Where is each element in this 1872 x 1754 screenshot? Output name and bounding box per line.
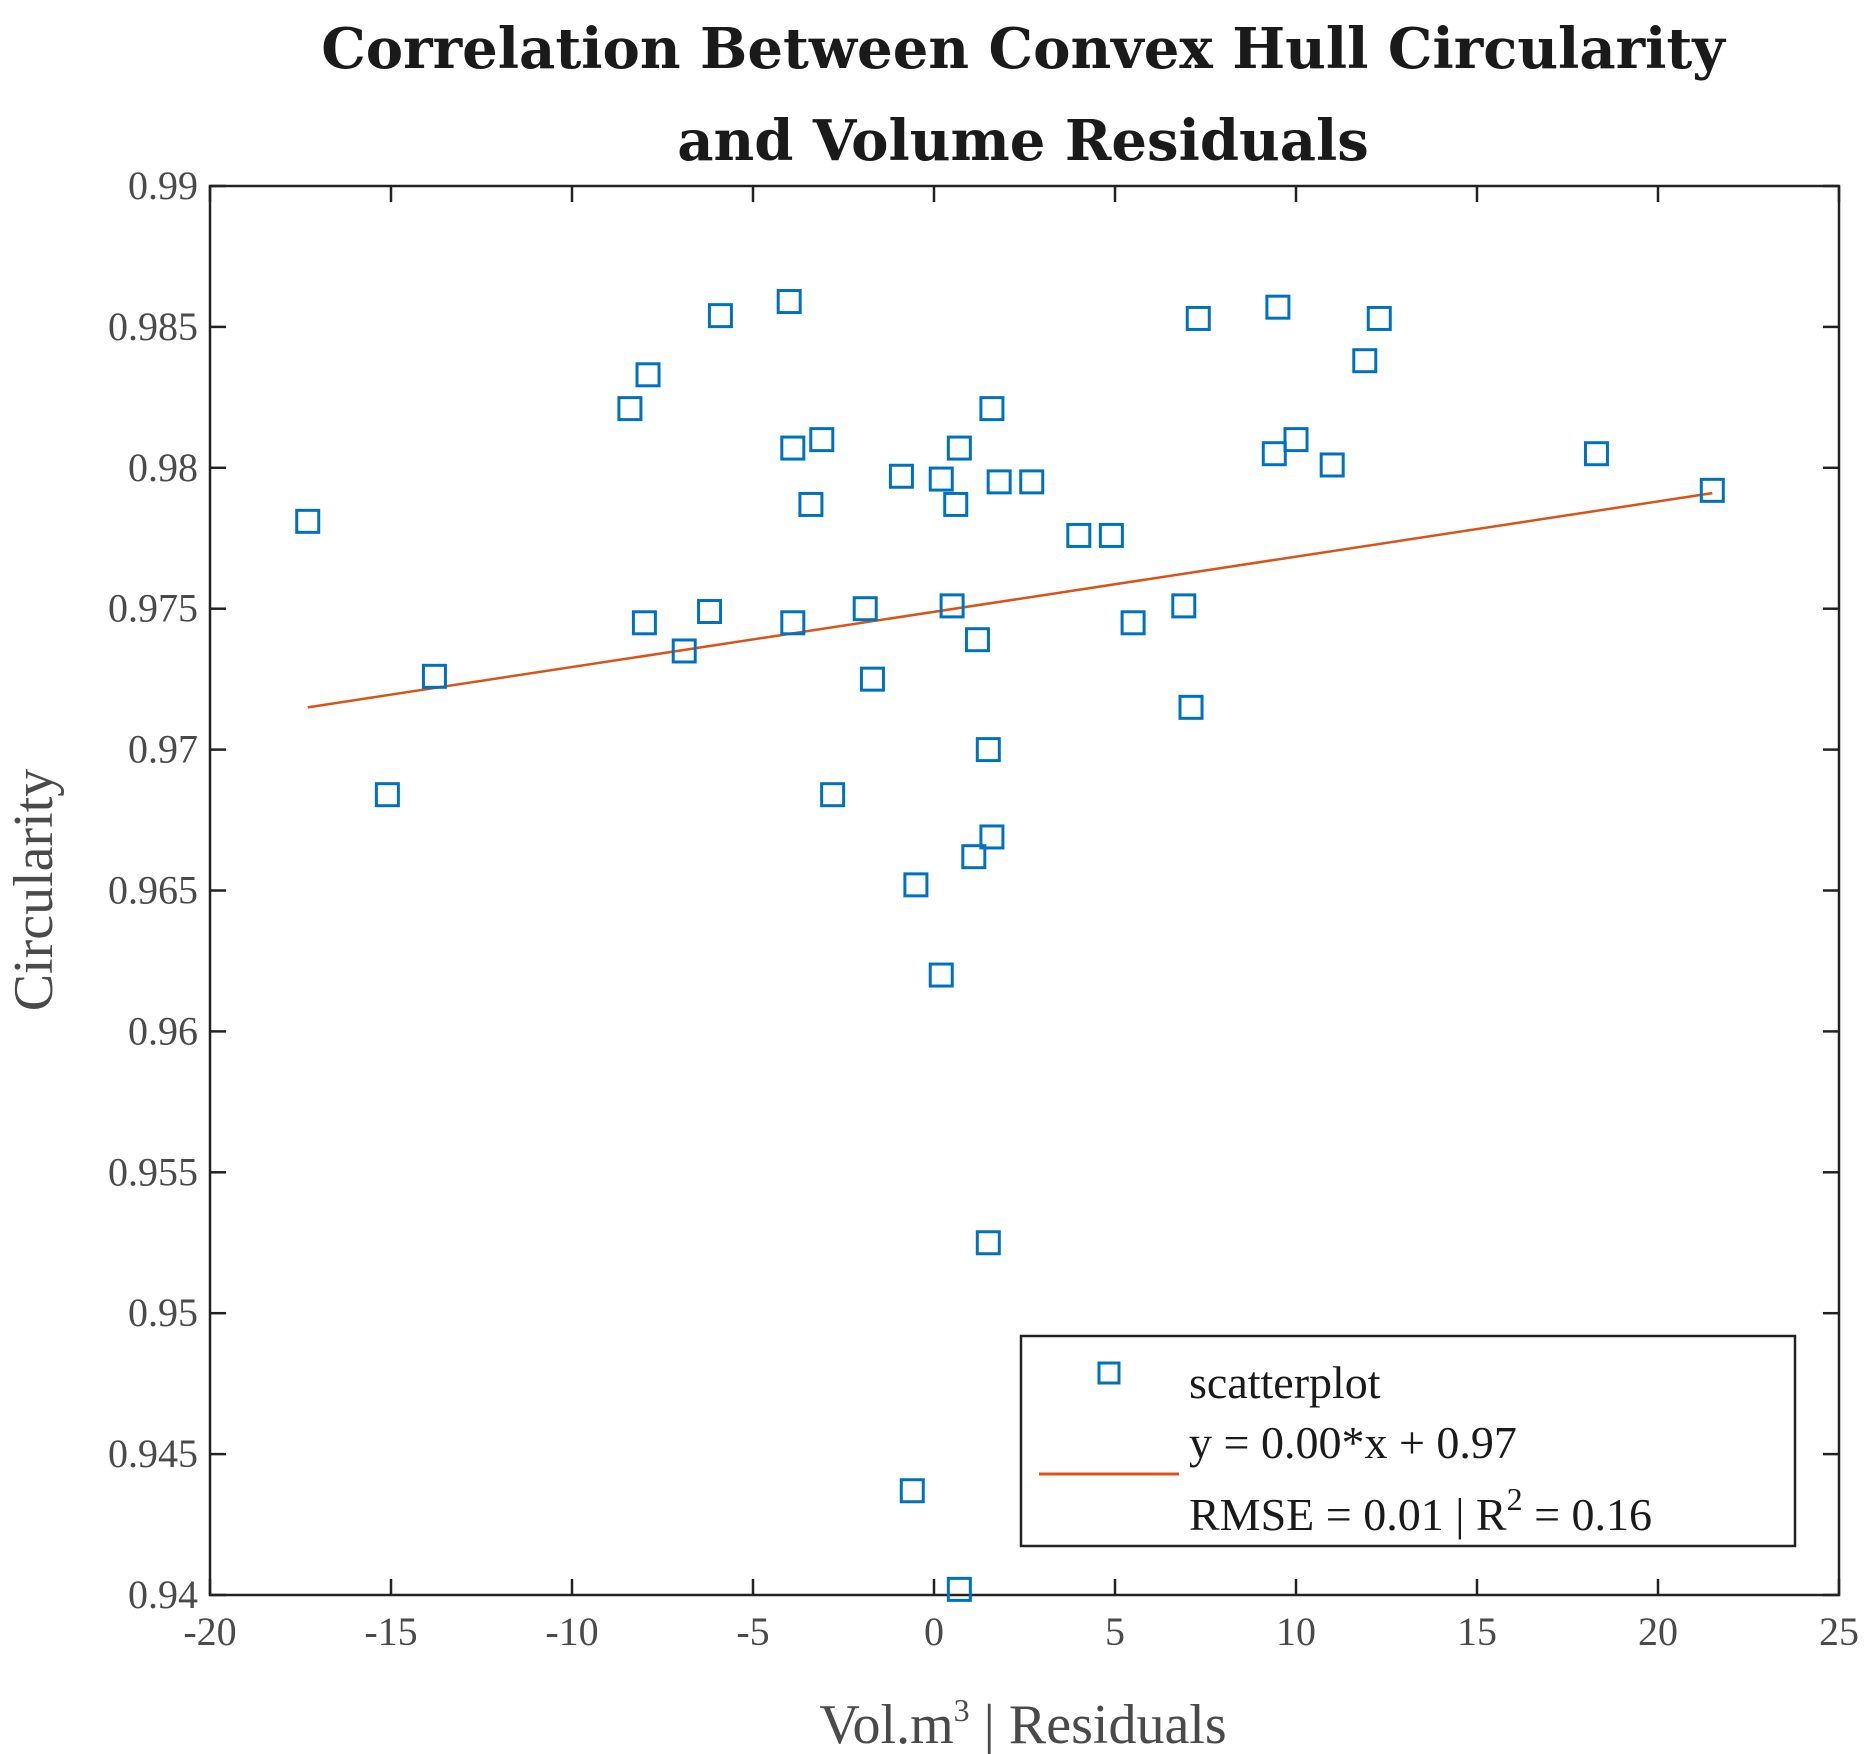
scatter-point bbox=[707, 303, 733, 329]
x-tick-label: 25 bbox=[1819, 1609, 1859, 1654]
legend-label-fit: y = 0.00*x + 0.97 bbox=[1189, 1417, 1517, 1468]
y-axis: 0.94 0.945 0.95 0.955 0.96 0.965 0.97 0.975 0.98… bbox=[108, 163, 1839, 1617]
scatter-point bbox=[1583, 441, 1609, 467]
y-tick-label: 0.955 bbox=[108, 1149, 198, 1194]
scatter-point bbox=[979, 396, 1005, 422]
fit-line-group bbox=[307, 491, 1713, 709]
chart-title-line-2: and Volume Residuals bbox=[677, 108, 1369, 174]
scatter-point bbox=[1120, 610, 1146, 636]
x-tick-label: 0 bbox=[924, 1609, 944, 1654]
scatter-point bbox=[1319, 452, 1345, 478]
scatter-point bbox=[671, 638, 697, 664]
scatter-point bbox=[1261, 441, 1287, 467]
chart-title-line-1: Correlation Between Convex Hull Circular… bbox=[321, 16, 1726, 82]
scatter-point bbox=[1283, 427, 1309, 453]
scatter-point bbox=[975, 737, 1001, 763]
y-tick-label: 0.975 bbox=[108, 586, 198, 631]
legend-label-scatterplot: scatterplot bbox=[1189, 1357, 1381, 1408]
scatter-point bbox=[928, 962, 954, 988]
scatter-point bbox=[1352, 348, 1378, 374]
fit-line bbox=[307, 491, 1713, 709]
scatter-point bbox=[943, 491, 969, 517]
scatter-point bbox=[617, 396, 643, 422]
x-tick-label: 10 bbox=[1276, 1609, 1316, 1654]
x-tick-label: -15 bbox=[364, 1609, 417, 1654]
scatter-point bbox=[939, 593, 965, 619]
scatter-point bbox=[1366, 305, 1392, 331]
y-axis-label: Circularity bbox=[3, 769, 65, 1012]
scatter-point bbox=[780, 435, 806, 461]
x-axis-label-main: Vol.m bbox=[819, 1694, 953, 1754]
scatter-point bbox=[631, 610, 657, 636]
scatter-point bbox=[1178, 694, 1204, 720]
x-axis-label-rest: | Residuals bbox=[970, 1694, 1227, 1754]
x-axis: -20 -15 -10 -5 0 5 10 15 20 25 bbox=[183, 186, 1859, 1654]
x-tick-label: -20 bbox=[183, 1609, 236, 1654]
scatter-point bbox=[776, 289, 802, 315]
scatter-point bbox=[697, 599, 723, 625]
x-tick-label: -10 bbox=[545, 1609, 598, 1654]
legend-stats-sup: 2 bbox=[1507, 1481, 1523, 1517]
scatter-point bbox=[1019, 469, 1045, 495]
x-axis-label-sup: 3 bbox=[954, 1692, 970, 1728]
legend: scatterplot y = 0.00*x + 0.97 RMSE = 0.0… bbox=[1019, 1334, 1797, 1548]
scatter-point bbox=[903, 872, 929, 898]
scatter-point bbox=[986, 469, 1012, 495]
y-tick-label: 0.965 bbox=[108, 868, 198, 913]
y-tick-label: 0.985 bbox=[108, 304, 198, 349]
scatter-points bbox=[295, 289, 1725, 1602]
scatter-point bbox=[820, 782, 846, 808]
scatter-point bbox=[961, 844, 987, 870]
y-tick-label: 0.94 bbox=[128, 1572, 198, 1617]
scatter-point bbox=[798, 491, 824, 517]
scatter-point bbox=[946, 435, 972, 461]
scatter-point bbox=[928, 466, 954, 492]
scatter-point bbox=[852, 596, 878, 622]
legend-box bbox=[1019, 1334, 1797, 1548]
scatter-point bbox=[809, 427, 835, 453]
scatter-point bbox=[975, 1230, 1001, 1256]
legend-stats-suffix: = 0.16 bbox=[1523, 1489, 1652, 1540]
scatter-point bbox=[1098, 522, 1124, 548]
x-tick-label: -5 bbox=[736, 1609, 769, 1654]
scatter-point bbox=[374, 782, 400, 808]
scatter-point bbox=[780, 610, 806, 636]
y-tick-label: 0.96 bbox=[128, 1008, 198, 1053]
scatter-point bbox=[635, 362, 661, 388]
scatter-point bbox=[421, 663, 447, 689]
scatter-point bbox=[899, 1478, 925, 1504]
scatter-point bbox=[1171, 593, 1197, 619]
scatter-point bbox=[859, 666, 885, 692]
scatter-point bbox=[1265, 294, 1291, 320]
x-tick-label: 5 bbox=[1105, 1609, 1125, 1654]
y-tick-label: 0.97 bbox=[128, 727, 198, 772]
x-tick-label: 15 bbox=[1457, 1609, 1497, 1654]
legend-stats-prefix: RMSE = 0.01 | R bbox=[1189, 1489, 1507, 1540]
legend-stats: RMSE = 0.01 | R2 = 0.16 bbox=[1189, 1481, 1652, 1540]
scatter-point bbox=[1066, 522, 1092, 548]
y-tick-label: 0.98 bbox=[128, 445, 198, 490]
scatter-point bbox=[979, 824, 1005, 850]
scatter-point bbox=[946, 1576, 972, 1602]
scatter-point bbox=[295, 508, 321, 534]
x-tick-label: 20 bbox=[1638, 1609, 1678, 1654]
y-tick-label: 0.99 bbox=[128, 163, 198, 208]
x-axis-label: Vol.m3 | Residuals bbox=[819, 1692, 1226, 1754]
scatter-point bbox=[964, 627, 990, 653]
scatter-point bbox=[888, 463, 914, 489]
scatter-point bbox=[1699, 477, 1725, 503]
y-tick-label: 0.95 bbox=[128, 1290, 198, 1335]
legend-marker-square bbox=[1097, 1361, 1121, 1385]
y-tick-label: 0.945 bbox=[108, 1431, 198, 1476]
scatter-point bbox=[1185, 305, 1211, 331]
